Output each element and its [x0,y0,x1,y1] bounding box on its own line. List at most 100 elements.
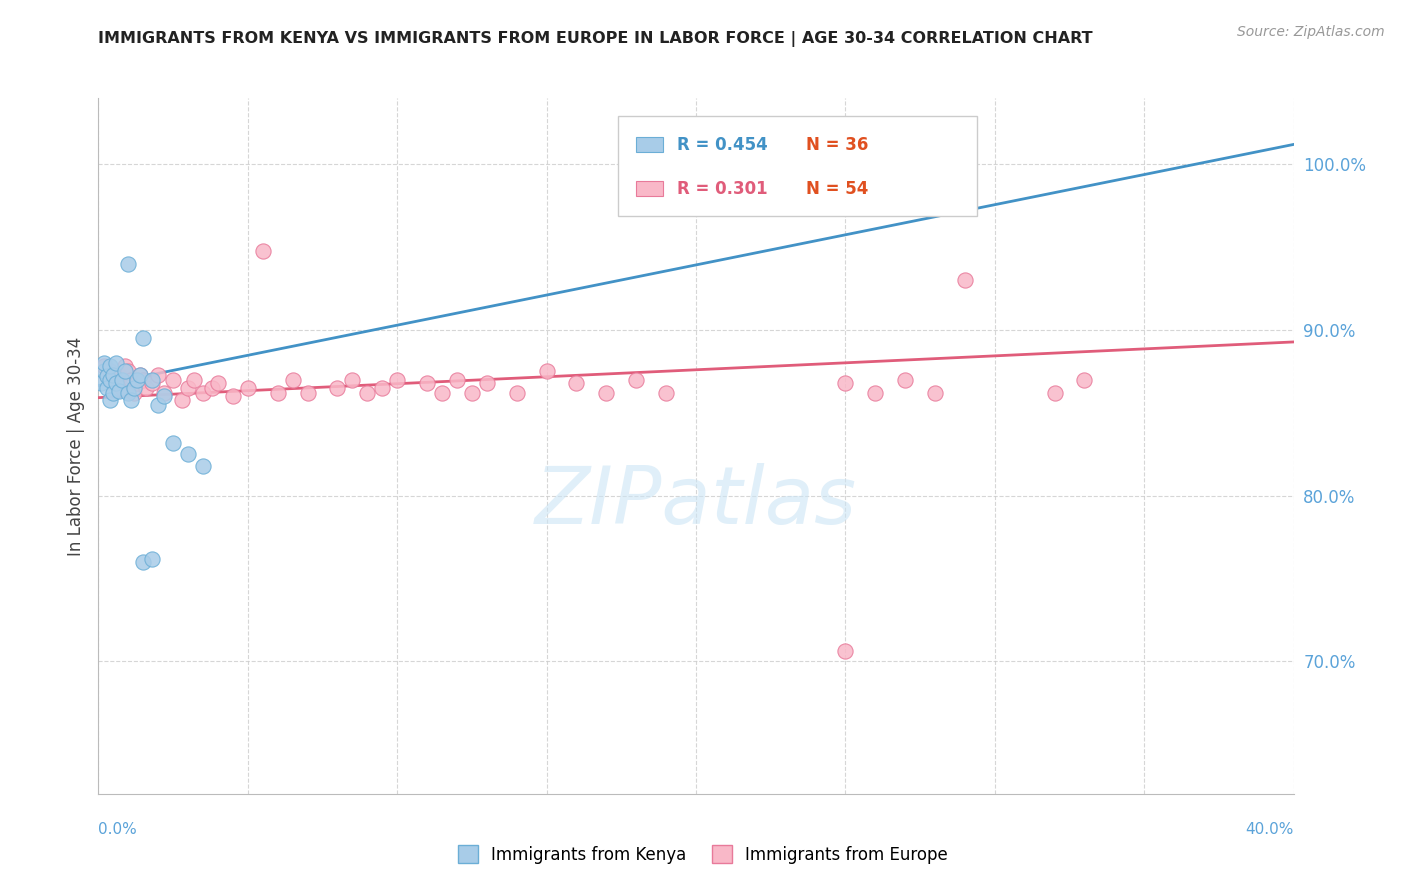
Point [326,381,349,395]
Point [267,386,290,401]
Point [129,368,152,382]
Point [924,386,946,401]
Point [446,373,468,387]
Point [111,373,134,387]
Point [111,381,134,395]
Text: R = 0.301: R = 0.301 [676,179,768,197]
Point [100,364,122,378]
Point [685,167,707,181]
Text: Source: ZipAtlas.com: Source: ZipAtlas.com [1237,25,1385,39]
Point [953,273,976,287]
Point [103,368,125,382]
Point [177,381,200,395]
Point [461,386,484,401]
Point [416,376,439,390]
Point [132,373,155,387]
Point [207,376,229,390]
Point [103,376,125,390]
Point [236,381,259,395]
Point [141,373,163,387]
Text: 0.0%: 0.0% [98,822,138,837]
Point [105,373,128,387]
Point [108,384,131,399]
Point [114,359,136,374]
Text: IMMIGRANTS FROM KENYA VS IMMIGRANTS FROM EUROPE IN LABOR FORCE | AGE 30-34 CORRE: IMMIGRANTS FROM KENYA VS IMMIGRANTS FROM… [98,31,1092,47]
Point [834,376,856,390]
Point [93,364,115,378]
Point [252,244,274,258]
Point [595,386,617,401]
Legend: Immigrants from Kenya, Immigrants from Europe: Immigrants from Kenya, Immigrants from E… [451,838,955,871]
Point [148,368,170,382]
Point [655,386,678,401]
Text: N = 54: N = 54 [806,179,869,197]
Point [834,644,856,658]
FancyBboxPatch shape [637,137,662,153]
Point [1073,373,1095,387]
Point [93,359,115,374]
Point [117,257,139,271]
Point [222,389,245,403]
Point [201,381,224,395]
Point [127,373,149,387]
Point [124,386,146,401]
Point [132,331,155,345]
Point [153,386,176,401]
Text: R = 0.454: R = 0.454 [676,136,768,153]
Point [281,373,304,387]
Point [108,368,131,382]
Point [120,392,142,407]
Point [177,447,200,461]
Point [371,381,394,395]
Point [865,386,887,401]
Point [129,368,152,382]
Point [141,551,163,566]
Point [148,398,170,412]
Point [100,373,122,387]
Point [93,356,115,370]
Point [536,364,558,378]
FancyBboxPatch shape [619,116,977,217]
Point [730,166,752,180]
Point [96,381,118,395]
Point [191,458,214,473]
Point [135,381,157,395]
Point [565,376,588,390]
Point [96,369,118,384]
Point [105,376,128,390]
Point [191,386,214,401]
Point [172,392,194,407]
Point [117,364,139,378]
Point [430,386,453,401]
Point [117,386,139,401]
Point [297,386,319,401]
Point [100,359,122,374]
Point [475,376,498,390]
Point [90,376,112,390]
Point [114,364,136,378]
Point [626,373,648,387]
Point [162,435,184,450]
Point [120,373,142,387]
Point [127,376,149,390]
Y-axis label: In Labor Force | Age 30-34: In Labor Force | Age 30-34 [67,336,86,556]
Point [655,164,678,178]
Text: N = 36: N = 36 [806,136,869,153]
FancyBboxPatch shape [637,181,662,196]
Point [342,373,364,387]
Point [385,373,409,387]
Point [506,386,529,401]
Point [124,381,146,395]
Point [105,356,128,370]
Point [700,170,723,185]
Point [100,392,122,407]
Point [162,373,184,387]
Point [894,373,917,387]
Point [183,373,205,387]
Point [745,169,768,183]
Point [1043,386,1066,401]
Point [141,376,163,390]
Point [103,386,125,401]
Point [356,386,378,401]
Point [153,389,176,403]
